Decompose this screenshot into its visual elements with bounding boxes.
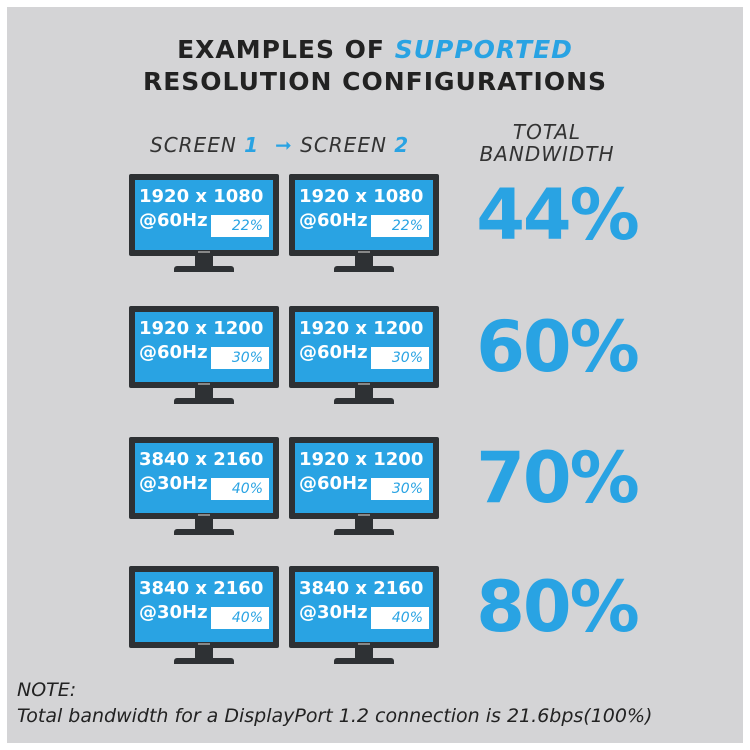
resolution-label: 1920 x 1200 bbox=[299, 449, 424, 470]
monitor-screen-2: 1920 x 1080 @60Hz 22% bbox=[289, 174, 439, 282]
monitor-display: 1920 x 1200 @60Hz 30% bbox=[135, 312, 273, 382]
note-label: NOTE: bbox=[17, 679, 77, 701]
monitor-screen-2: 1920 x 1200 @60Hz 30% bbox=[289, 437, 439, 545]
resolution-label: 1920 x 1200 bbox=[299, 318, 424, 339]
monitor-bezel: 1920 x 1200 @60Hz 30% bbox=[289, 437, 439, 519]
monitor-bezel: 1920 x 1080 @60Hz 22% bbox=[129, 174, 279, 256]
total-heading-line-2: BANDWIDTH bbox=[479, 142, 615, 166]
monitor-stand-neck bbox=[195, 648, 213, 660]
title-line-1: EXAMPLES OF SUPPORTED bbox=[7, 35, 743, 64]
total-bandwidth-value: 60% bbox=[476, 306, 640, 388]
monitor-screen-2: 1920 x 1200 @60Hz 30% bbox=[289, 306, 439, 414]
monitor-display: 3840 x 2160 @30Hz 40% bbox=[135, 443, 273, 513]
bandwidth-percent-badge: 40% bbox=[371, 607, 429, 629]
monitor-stand-neck bbox=[355, 256, 373, 268]
monitor-display: 1920 x 1080 @60Hz 22% bbox=[135, 180, 273, 250]
screen-1-number: 1 bbox=[244, 133, 260, 157]
monitor-bezel: 3840 x 2160 @30Hz 40% bbox=[129, 566, 279, 648]
monitor-stand-base bbox=[174, 658, 234, 664]
monitor-stand-base bbox=[174, 529, 234, 535]
resolution-label: 1920 x 1080 bbox=[139, 186, 264, 207]
monitor-logo bbox=[358, 514, 370, 516]
monitor-logo bbox=[198, 251, 210, 253]
bandwidth-percent-badge: 30% bbox=[211, 347, 269, 369]
monitor-bezel: 3840 x 2160 @30Hz 40% bbox=[289, 566, 439, 648]
monitor-logo bbox=[198, 514, 210, 516]
monitor-stand-neck bbox=[195, 519, 213, 531]
config-row-1: 1920 x 1080 @60Hz 22% 1920 x 1080 @60Hz … bbox=[7, 174, 743, 284]
screen-1-heading: SCREEN 1 bbox=[150, 133, 259, 157]
monitor-stand-neck bbox=[355, 519, 373, 531]
arrow-right-icon: ➞ bbox=[275, 133, 293, 157]
total-bandwidth-value: 44% bbox=[476, 174, 640, 256]
monitor-bezel: 1920 x 1200 @60Hz 30% bbox=[289, 306, 439, 388]
refresh-rate-label: @30Hz bbox=[139, 473, 208, 494]
monitor-logo bbox=[198, 643, 210, 645]
title-line-2: RESOLUTION CONFIGURATIONS bbox=[142, 67, 608, 96]
monitor-stand-base bbox=[174, 266, 234, 272]
infographic-panel: EXAMPLES OF SUPPORTED RESOLUTION CONFIGU… bbox=[7, 7, 743, 743]
resolution-label: 3840 x 2160 bbox=[139, 578, 264, 599]
monitor-logo bbox=[358, 251, 370, 253]
monitor-logo bbox=[198, 383, 210, 385]
bandwidth-percent-badge: 30% bbox=[371, 347, 429, 369]
config-row-2: 1920 x 1200 @60Hz 30% 1920 x 1200 @60Hz … bbox=[7, 306, 743, 416]
resolution-label: 3840 x 2160 bbox=[139, 449, 264, 470]
resolution-label: 1920 x 1200 bbox=[139, 318, 264, 339]
config-row-4: 3840 x 2160 @30Hz 40% 3840 x 2160 @30Hz … bbox=[7, 566, 743, 676]
refresh-rate-label: @60Hz bbox=[299, 210, 368, 231]
total-bandwidth-value: 80% bbox=[476, 566, 640, 648]
title-highlight: SUPPORTED bbox=[394, 35, 573, 64]
monitor-stand-base bbox=[334, 266, 394, 272]
bandwidth-percent-badge: 40% bbox=[211, 607, 269, 629]
monitor-screen-1: 3840 x 2160 @30Hz 40% bbox=[129, 566, 279, 674]
monitor-stand-neck bbox=[195, 388, 213, 400]
total-bandwidth-heading: TOTAL BANDWIDTH bbox=[457, 121, 637, 165]
monitor-bezel: 1920 x 1200 @60Hz 30% bbox=[129, 306, 279, 388]
refresh-rate-label: @60Hz bbox=[139, 210, 208, 231]
monitor-display: 1920 x 1200 @60Hz 30% bbox=[295, 443, 433, 513]
refresh-rate-label: @30Hz bbox=[299, 602, 368, 623]
monitor-logo bbox=[358, 383, 370, 385]
note-text: Total bandwidth for a DisplayPort 1.2 co… bbox=[17, 705, 653, 727]
monitor-stand-base bbox=[334, 398, 394, 404]
monitor-screen-1: 1920 x 1080 @60Hz 22% bbox=[129, 174, 279, 282]
monitor-stand-base bbox=[334, 658, 394, 664]
monitor-bezel: 1920 x 1080 @60Hz 22% bbox=[289, 174, 439, 256]
refresh-rate-label: @60Hz bbox=[299, 342, 368, 363]
monitor-stand-neck bbox=[195, 256, 213, 268]
bandwidth-percent-badge: 22% bbox=[371, 215, 429, 237]
monitor-display: 3840 x 2160 @30Hz 40% bbox=[135, 572, 273, 642]
bandwidth-percent-badge: 22% bbox=[211, 215, 269, 237]
resolution-label: 1920 x 1080 bbox=[299, 186, 424, 207]
bandwidth-percent-badge: 30% bbox=[371, 478, 429, 500]
monitor-screen-1: 1920 x 1200 @60Hz 30% bbox=[129, 306, 279, 414]
monitor-stand-neck bbox=[355, 648, 373, 660]
monitor-stand-base bbox=[174, 398, 234, 404]
monitor-logo bbox=[358, 643, 370, 645]
refresh-rate-label: @60Hz bbox=[139, 342, 208, 363]
monitor-display: 1920 x 1080 @60Hz 22% bbox=[295, 180, 433, 250]
monitor-stand-neck bbox=[355, 388, 373, 400]
total-bandwidth-value: 70% bbox=[476, 437, 640, 519]
monitor-screen-2: 3840 x 2160 @30Hz 40% bbox=[289, 566, 439, 674]
title-prefix: EXAMPLES OF bbox=[177, 35, 395, 64]
total-heading-line-1: TOTAL bbox=[512, 120, 582, 144]
config-row-3: 3840 x 2160 @30Hz 40% 1920 x 1200 @60Hz … bbox=[7, 437, 743, 547]
refresh-rate-label: @30Hz bbox=[139, 602, 208, 623]
monitor-bezel: 3840 x 2160 @30Hz 40% bbox=[129, 437, 279, 519]
refresh-rate-label: @60Hz bbox=[299, 473, 368, 494]
bandwidth-percent-badge: 40% bbox=[211, 478, 269, 500]
screen-2-number: 2 bbox=[394, 133, 410, 157]
resolution-label: 3840 x 2160 bbox=[299, 578, 424, 599]
monitor-display: 3840 x 2160 @30Hz 40% bbox=[295, 572, 433, 642]
screen-1-word: SCREEN bbox=[150, 133, 237, 157]
screen-2-word: SCREEN bbox=[300, 133, 387, 157]
monitor-stand-base bbox=[334, 529, 394, 535]
screen-2-heading: ➞ SCREEN 2 bbox=[275, 133, 409, 157]
monitor-screen-1: 3840 x 2160 @30Hz 40% bbox=[129, 437, 279, 545]
monitor-display: 1920 x 1200 @60Hz 30% bbox=[295, 312, 433, 382]
